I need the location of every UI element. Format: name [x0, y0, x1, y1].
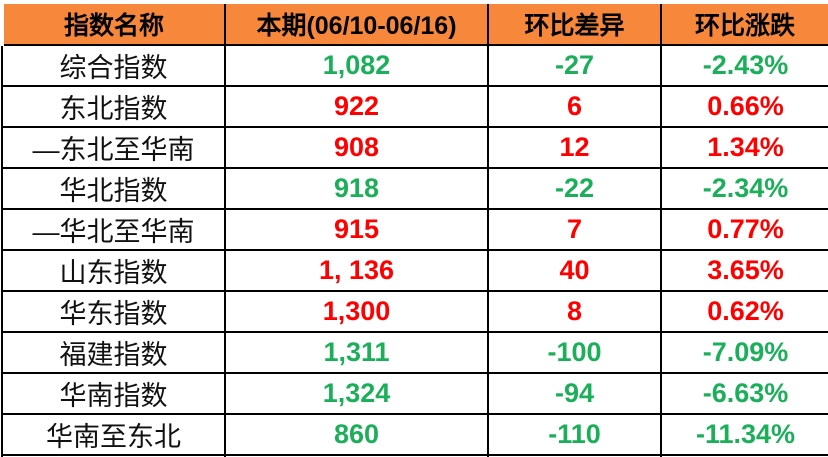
- column-header-index-name: 指数名称: [0, 0, 226, 46]
- current-value-cell: 918: [224, 167, 489, 210]
- current-value-cell: 915: [224, 208, 489, 251]
- diff-cell: 6: [487, 85, 662, 128]
- table-row: 华东指数 1,300 8 0.62%: [1, 290, 828, 333]
- pct-change-cell: -2.08%: [660, 454, 828, 457]
- table-row: —华北至华南 915 7 0.77%: [1, 208, 828, 251]
- index-name-cell: 华南至华北: [1, 454, 226, 457]
- table-row: 华南指数 1,324 -94 -6.63%: [1, 372, 828, 415]
- index-name-cell: 东北指数: [1, 85, 226, 128]
- diff-cell: 8: [487, 290, 662, 333]
- diff-cell: -94: [487, 372, 662, 415]
- index-name-cell: 综合指数: [1, 44, 226, 87]
- diff-cell: 12: [487, 126, 662, 169]
- table-row: 山东指数 1, 136 40 3.65%: [1, 249, 828, 292]
- current-value-cell: 908: [224, 126, 489, 169]
- index-name-cell: 华北指数: [1, 167, 226, 210]
- table-row: 华北指数 918 -22 -2.34%: [1, 167, 828, 210]
- pct-change-cell: 1.34%: [660, 126, 828, 169]
- diff-cell: -100: [487, 331, 662, 374]
- current-value-cell: 1,324: [224, 372, 489, 415]
- current-value-cell: 860: [224, 413, 489, 456]
- current-value-cell: 1,311: [224, 331, 489, 374]
- table-row: 华南至华北 1,270 -27 -2.08%: [1, 454, 828, 457]
- index-name-cell: —东北至华南: [1, 126, 226, 169]
- diff-cell: -110: [487, 413, 662, 456]
- index-name-cell: 华南至东北: [1, 413, 226, 456]
- current-value-cell: 1, 136: [224, 249, 489, 292]
- index-name-cell: 华东指数: [1, 290, 226, 333]
- table-header: 指数名称 本期(06/10-06/16) 环比差异 环比涨跌: [0, 0, 828, 46]
- column-header-pct-change: 环比涨跌: [660, 0, 828, 46]
- diff-cell: -22: [487, 167, 662, 210]
- table-row: 华南至东北 860 -110 -11.34%: [1, 413, 828, 456]
- current-value-cell: 1,082: [224, 44, 489, 87]
- pct-change-cell: 0.66%: [660, 85, 828, 128]
- column-header-current-period: 本期(06/10-06/16): [224, 0, 489, 46]
- diff-cell: -27: [487, 44, 662, 87]
- pct-change-cell: -2.34%: [660, 167, 828, 210]
- pct-change-cell: 0.77%: [660, 208, 828, 251]
- pct-change-cell: -7.09%: [660, 331, 828, 374]
- current-value-cell: 1,270: [224, 454, 489, 457]
- pct-change-cell: 3.65%: [660, 249, 828, 292]
- header-row: 指数名称 本期(06/10-06/16) 环比差异 环比涨跌: [0, 0, 828, 46]
- column-header-diff: 环比差异: [487, 0, 662, 46]
- table-row: —东北至华南 908 12 1.34%: [1, 126, 828, 169]
- index-name-cell: 福建指数: [1, 331, 226, 374]
- pct-change-cell: -11.34%: [660, 413, 828, 456]
- table-row: 福建指数 1,311 -100 -7.09%: [1, 331, 828, 374]
- pct-change-cell: -6.63%: [660, 372, 828, 415]
- diff-cell: -27: [487, 454, 662, 457]
- index-name-cell: —华北至华南: [1, 208, 226, 251]
- current-value-cell: 922: [224, 85, 489, 128]
- index-name-cell: 山东指数: [1, 249, 226, 292]
- current-value-cell: 1,300: [224, 290, 489, 333]
- table-body: 综合指数 1,082 -27 -2.43% 东北指数 922 6 0.66% —…: [1, 44, 828, 457]
- diff-cell: 7: [487, 208, 662, 251]
- pct-change-cell: 0.62%: [660, 290, 828, 333]
- table-row: 综合指数 1,082 -27 -2.43%: [1, 44, 828, 87]
- pct-change-cell: -2.43%: [660, 44, 828, 87]
- diff-cell: 40: [487, 249, 662, 292]
- index-name-cell: 华南指数: [1, 372, 226, 415]
- table-row: 东北指数 922 6 0.66%: [1, 85, 828, 128]
